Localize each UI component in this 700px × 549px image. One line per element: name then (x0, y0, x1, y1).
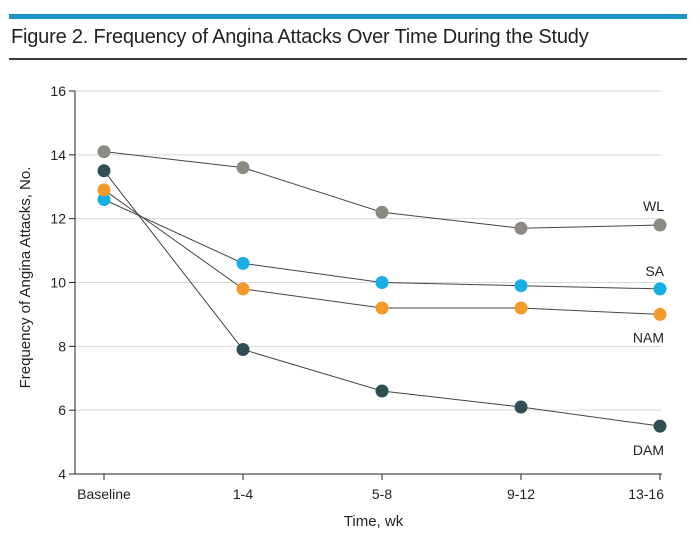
data-point-nam (97, 183, 111, 197)
data-point-dam (97, 164, 111, 178)
data-point-nam (514, 301, 528, 315)
series-label-wl: WL (643, 198, 664, 214)
data-point-sa (653, 282, 667, 296)
data-point-dam (653, 419, 667, 433)
labels: Time, wk Frequency of Angina Attacks, No.… (17, 167, 665, 530)
y-tick-label: 4 (58, 466, 66, 482)
data-point-nam (375, 301, 389, 315)
data-point-dam (514, 400, 528, 414)
x-axis-title: Time, wk (344, 513, 404, 530)
data-point-wl (653, 218, 667, 232)
y-tick-label: 8 (58, 338, 66, 354)
data-markers (97, 145, 667, 433)
data-point-wl (375, 205, 389, 219)
data-point-sa (375, 276, 389, 289)
x-tick-label: Baseline (77, 486, 131, 502)
y-axis-title: Frequency of Angina Attacks, No. (17, 167, 34, 389)
axes: 4 6 8 10 12 14 16 Baseline 1-4 5-8 9-12 13-16 (50, 83, 664, 502)
header-accent-bar (9, 14, 687, 19)
x-tick-label: 1-4 (233, 486, 253, 502)
y-tick-label: 10 (50, 275, 66, 291)
y-tick-label: 16 (50, 83, 66, 99)
gridlines (75, 90, 662, 411)
data-point-sa (97, 193, 111, 207)
x-tick-label: 13-16 (628, 486, 664, 502)
y-tick-label: 14 (50, 147, 66, 163)
x-tick-label: 9-12 (507, 486, 535, 502)
y-tick-label: 12 (50, 211, 66, 227)
data-point-wl (236, 161, 250, 175)
series-label-dam: DAM (633, 442, 664, 458)
x-tick-label: 5-8 (372, 486, 392, 502)
data-point-dam (375, 384, 389, 398)
data-point-nam (236, 282, 250, 296)
data-point-sa (514, 279, 528, 293)
series-label-nam: NAM (633, 329, 664, 345)
data-point-sa (236, 256, 250, 270)
title-divider (9, 58, 687, 60)
y-tick-label: 6 (58, 402, 66, 418)
data-point-wl (97, 145, 111, 159)
data-point-wl (514, 221, 528, 235)
figure-title: Figure 2. Frequency of Angina Attacks Ov… (11, 26, 589, 48)
data-point-nam (653, 307, 667, 321)
series-label-sa: SA (645, 263, 664, 279)
data-point-dam (236, 343, 250, 357)
